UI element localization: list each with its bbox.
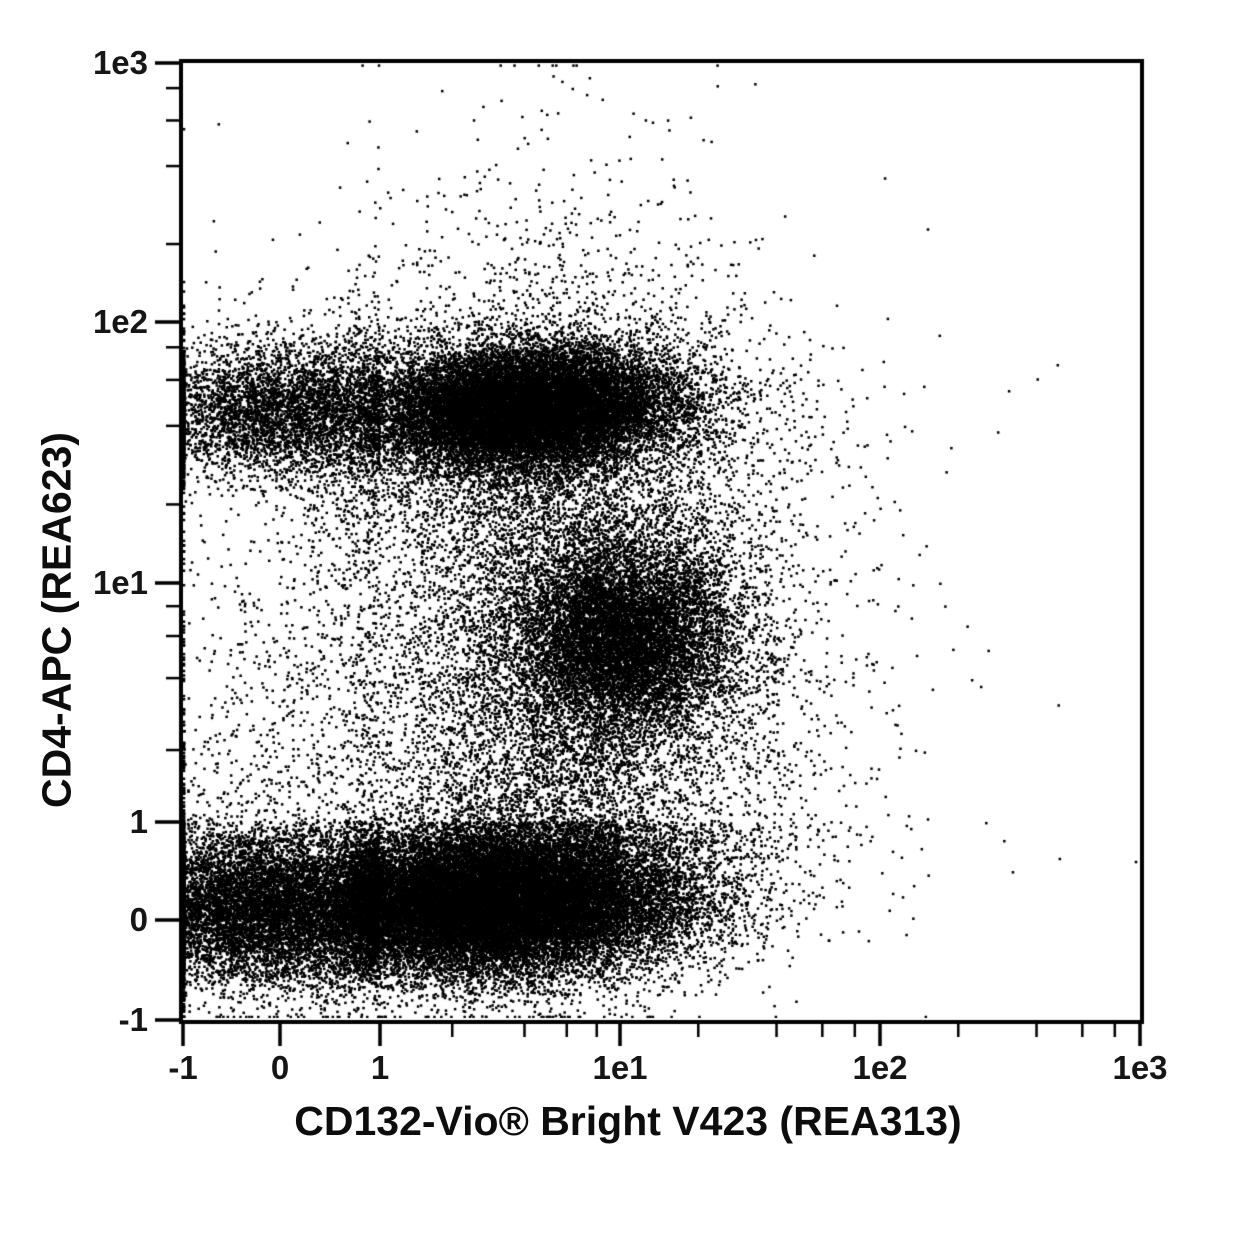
x-axis-title: CD132-Vio® Bright V423 (REA313) [294, 1098, 962, 1144]
x-tick-label: -1 [168, 1049, 198, 1086]
x-tick-label: 0 [270, 1049, 290, 1086]
y-tick-label: 0 [129, 901, 148, 938]
y-tick-label: 1e1 [92, 564, 148, 601]
x-tick-label: 1e2 [852, 1049, 908, 1086]
y-tick-label: 1 [129, 803, 148, 840]
y-tick-label: 1e2 [92, 303, 148, 340]
x-tick-label: 1e1 [592, 1049, 648, 1086]
x-tick-label: 1e3 [1112, 1049, 1168, 1086]
y-axis-title: CD4-APC (REA623) [33, 432, 80, 808]
x-tick-label: 1 [370, 1049, 390, 1086]
y-tick-label: -1 [118, 1001, 148, 1038]
y-tick-label: 1e3 [92, 44, 148, 81]
